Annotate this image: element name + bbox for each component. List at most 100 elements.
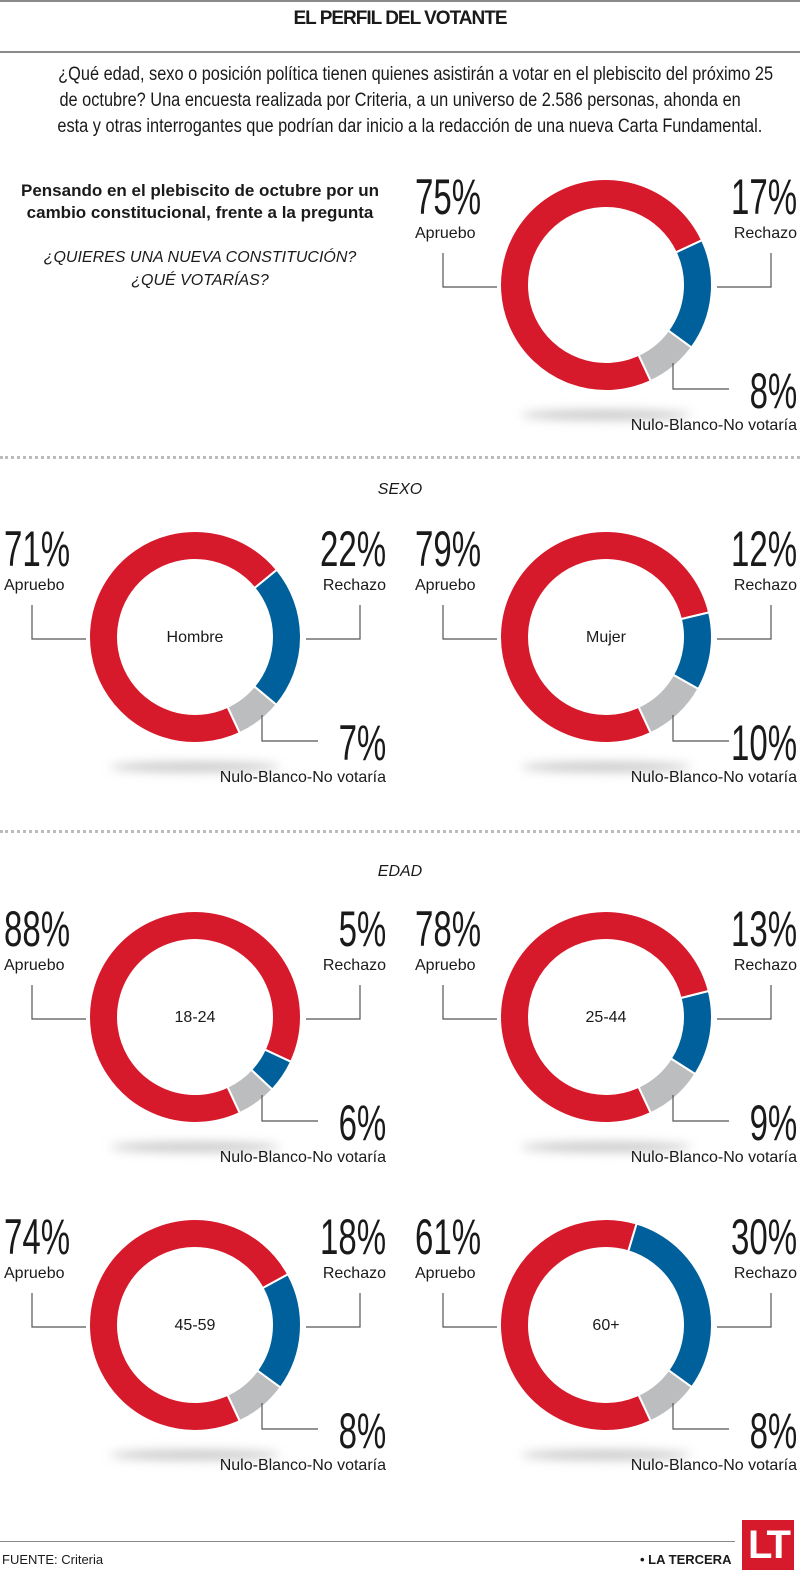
donut-segment-apruebo (88, 530, 279, 744)
percent-apruebo: 88% (4, 901, 71, 957)
leader-line-nulo (261, 1403, 318, 1430)
percent-apruebo: 79% (415, 521, 482, 577)
label-nulo: Nulo-Blanco-No votaría (630, 1457, 797, 1474)
percent-nulo: 8% (749, 1403, 797, 1459)
donut-chart-total: 75% Apruebo 17% Rechazo 8% Nulo-Blanco-No vot… (411, 169, 800, 440)
percent-nulo: 8% (749, 363, 797, 419)
donut-segment-apruebo (88, 1218, 290, 1432)
label-rechazo: Rechazo (322, 957, 386, 974)
page-title: EL PERFIL DEL VOTANTE (293, 8, 507, 29)
label-nulo: Nulo-Blanco-No votaría (219, 1149, 386, 1166)
leader-line-apruebo (31, 605, 86, 640)
leader-line-nulo (261, 1095, 318, 1122)
percent-nulo: 6% (338, 1095, 386, 1151)
section-edad: EDAD (377, 863, 423, 880)
donut-segment-nulo (226, 1369, 282, 1423)
label-apruebo: Apruebo (4, 1265, 65, 1282)
donut-segment-nulo (637, 1368, 694, 1423)
label-rechazo: Rechazo (733, 1265, 797, 1282)
donut-segment-nulo (637, 329, 693, 383)
percent-apruebo: 74% (4, 1209, 71, 1265)
donut-svg (31, 1218, 361, 1460)
donut-chart-45-59: 74% Apruebo 18% Rechazo 8% Nulo-Blanco-No vot… (0, 1209, 390, 1480)
donut-svg (442, 530, 772, 772)
section-sexo: SEXO (377, 481, 423, 498)
donut-shadow (521, 1142, 691, 1152)
intro-line: esta y otras interrogantes que podrían d… (57, 116, 763, 137)
center-label: Hombre (166, 629, 224, 646)
donut-segment-apruebo (499, 1218, 653, 1432)
question-line-2: ¿QUÉ VOTARÍAS? (131, 272, 269, 289)
label-apruebo: Apruebo (4, 957, 65, 974)
label-rechazo: Rechazo (733, 957, 797, 974)
percent-nulo: 8% (338, 1403, 386, 1459)
leader-line-rechazo (717, 1293, 772, 1328)
percent-rechazo: 22% (319, 521, 386, 577)
label-apruebo: Apruebo (415, 957, 476, 974)
label-rechazo: Rechazo (733, 225, 797, 242)
leader-line-apruebo (31, 985, 86, 1020)
label-apruebo: Apruebo (415, 577, 476, 594)
percent-nulo: 9% (749, 1095, 797, 1151)
leader-line-apruebo (442, 1293, 497, 1328)
donut-svg (31, 910, 361, 1152)
footer-rule (0, 1541, 735, 1542)
leader-line-nulo (261, 715, 318, 742)
donut-svg (31, 530, 361, 772)
label-rechazo: Rechazo (322, 577, 386, 594)
donut-chart-mujer: 79% Apruebo 12% Rechazo 10% Nulo-Blanco-No vo… (411, 521, 800, 792)
percent-rechazo: 30% (730, 1209, 797, 1265)
donut-segment-apruebo (499, 178, 704, 392)
leader-line-apruebo (442, 985, 497, 1020)
center-label: 25-44 (585, 1009, 627, 1026)
percent-rechazo: 17% (730, 169, 797, 225)
leader-line-nulo (672, 1095, 729, 1122)
donut-shadow (110, 762, 280, 772)
donut-segment-nulo (637, 673, 700, 735)
label-nulo: Nulo-Blanco-No votaría (630, 769, 797, 786)
leader-line-rechazo (717, 253, 772, 288)
percent-rechazo: 18% (319, 1209, 386, 1265)
label-nulo: Nulo-Blanco-No votaría (630, 417, 797, 434)
la-tercera-logo: LT (742, 1520, 794, 1570)
title-rule (0, 51, 800, 53)
donut-shadow (521, 762, 691, 772)
leader-line-apruebo (442, 253, 497, 288)
leader-line-rechazo (717, 985, 772, 1020)
percent-rechazo: 12% (730, 521, 797, 577)
donut-segment-apruebo (499, 530, 711, 744)
percent-nulo: 7% (338, 715, 386, 771)
donut-shadow (521, 410, 691, 420)
leader-line-apruebo (31, 1293, 86, 1328)
question-line-1: ¿QUIERES UNA NUEVA CONSTITUCIÓN? (43, 249, 357, 266)
donut-shadow (110, 1450, 280, 1460)
leader-line-rechazo (306, 1293, 361, 1328)
label-nulo: Nulo-Blanco-No votaría (630, 1149, 797, 1166)
intro-text: ¿Qué edad, sexo o posición política tien… (0, 62, 800, 140)
center-label: 18-24 (174, 1009, 216, 1026)
donut-svg (442, 910, 772, 1152)
donut-segment-nulo (226, 684, 278, 735)
percent-apruebo: 71% (4, 521, 71, 577)
donut-segment-rechazo (666, 238, 713, 350)
divider (0, 456, 800, 459)
source-note: FUENTE: Criteria (2, 1552, 104, 1567)
center-label: 60+ (592, 1317, 620, 1334)
label-apruebo: Apruebo (415, 1265, 476, 1282)
intro-line: de octubre? Una encuesta realizada por C… (59, 90, 741, 111)
label-rechazo: Rechazo (733, 577, 797, 594)
donut-svg (442, 1218, 772, 1460)
question-lead: Pensando en el plebiscito de octubre por… (21, 181, 379, 222)
donut-chart-25-44: 78% Apruebo 13% Rechazo 9% Nulo-Blanco-No vot… (411, 901, 800, 1172)
percent-apruebo: 61% (415, 1209, 482, 1265)
leader-line-rechazo (717, 605, 772, 640)
donut-segment-rechazo (627, 1222, 713, 1389)
label-rechazo: Rechazo (322, 1265, 386, 1282)
percent-rechazo: 5% (338, 901, 386, 957)
donut-segment-apruebo (88, 910, 302, 1124)
leader-line-rechazo (306, 985, 361, 1020)
percent-nulo: 10% (730, 715, 797, 771)
percent-apruebo: 75% (415, 169, 482, 225)
leader-line-nulo (672, 363, 729, 390)
